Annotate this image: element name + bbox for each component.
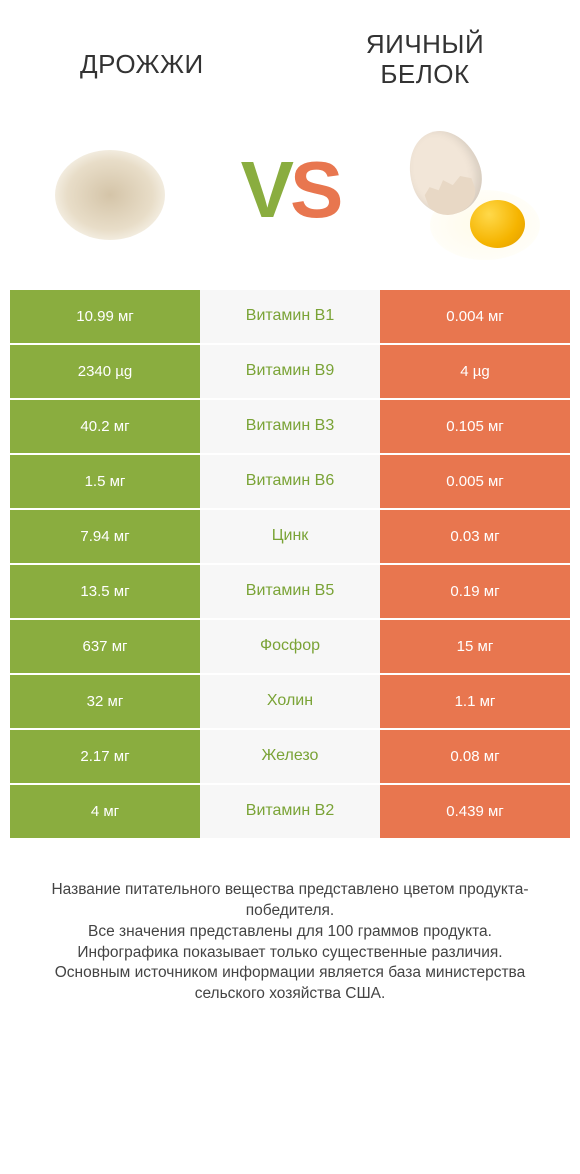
left-value: 7.94 мг: [10, 510, 200, 565]
nutrient-name: Фосфор: [200, 620, 380, 675]
right-value: 4 µg: [380, 345, 570, 400]
right-value: 0.08 мг: [380, 730, 570, 785]
footer-line-1: Название питательного вещества представл…: [20, 880, 560, 922]
egg-white-image: [390, 110, 550, 270]
right-value: 0.439 мг: [380, 785, 570, 840]
table-row: 637 мгФосфор15 мг: [10, 620, 570, 675]
footer-line-2: Все значения представлены для 100 граммо…: [20, 922, 560, 943]
table-row: 13.5 мгВитамин B50.19 мг: [10, 565, 570, 620]
images-row: VS: [0, 100, 580, 290]
left-value: 10.99 мг: [10, 290, 200, 345]
table-row: 10.99 мгВитамин B10.004 мг: [10, 290, 570, 345]
footer-notes: Название питательного вещества представл…: [0, 840, 580, 1006]
right-value: 0.004 мг: [380, 290, 570, 345]
left-product-title: ДРОЖЖИ: [40, 30, 310, 90]
nutrient-name: Цинк: [200, 510, 380, 565]
table-row: 32 мгХолин1.1 мг: [10, 675, 570, 730]
right-value: 0.005 мг: [380, 455, 570, 510]
vs-s: S: [290, 144, 339, 236]
egg-yolk-icon: [470, 200, 525, 248]
table-row: 40.2 мгВитамин B30.105 мг: [10, 400, 570, 455]
left-value: 2340 µg: [10, 345, 200, 400]
left-value: 4 мг: [10, 785, 200, 840]
nutrient-name: Холин: [200, 675, 380, 730]
table-row: 4 мгВитамин B20.439 мг: [10, 785, 570, 840]
right-product-title: ЯИЧНЫЙБЕЛОК: [310, 30, 540, 90]
nutrient-name: Железо: [200, 730, 380, 785]
footer-line-4: Основным источником информации является …: [20, 963, 560, 1005]
table-row: 2.17 мгЖелезо0.08 мг: [10, 730, 570, 785]
nutrient-name: Витамин B9: [200, 345, 380, 400]
nutrient-name: Витамин B1: [200, 290, 380, 345]
header: ДРОЖЖИ ЯИЧНЫЙБЕЛОК: [0, 0, 580, 100]
right-value: 0.19 мг: [380, 565, 570, 620]
nutrient-name: Витамин B5: [200, 565, 380, 620]
footer-line-3: Инфографика показывает только существенн…: [20, 943, 560, 964]
vs-label: VS: [241, 144, 340, 236]
left-value: 40.2 мг: [10, 400, 200, 455]
nutrient-table: 10.99 мгВитамин B10.004 мг2340 µgВитамин…: [10, 290, 570, 840]
left-value: 637 мг: [10, 620, 200, 675]
nutrient-name: Витамин B3: [200, 400, 380, 455]
left-value: 32 мг: [10, 675, 200, 730]
yeast-image: [30, 110, 190, 270]
right-value: 1.1 мг: [380, 675, 570, 730]
right-value: 0.105 мг: [380, 400, 570, 455]
left-value: 1.5 мг: [10, 455, 200, 510]
left-value: 2.17 мг: [10, 730, 200, 785]
right-value: 0.03 мг: [380, 510, 570, 565]
table-row: 2340 µgВитамин B94 µg: [10, 345, 570, 400]
table-row: 1.5 мгВитамин B60.005 мг: [10, 455, 570, 510]
yeast-icon: [55, 150, 165, 240]
nutrient-name: Витамин B2: [200, 785, 380, 840]
table-row: 7.94 мгЦинк0.03 мг: [10, 510, 570, 565]
nutrient-name: Витамин B6: [200, 455, 380, 510]
left-value: 13.5 мг: [10, 565, 200, 620]
vs-v: V: [241, 144, 290, 236]
right-value: 15 мг: [380, 620, 570, 675]
